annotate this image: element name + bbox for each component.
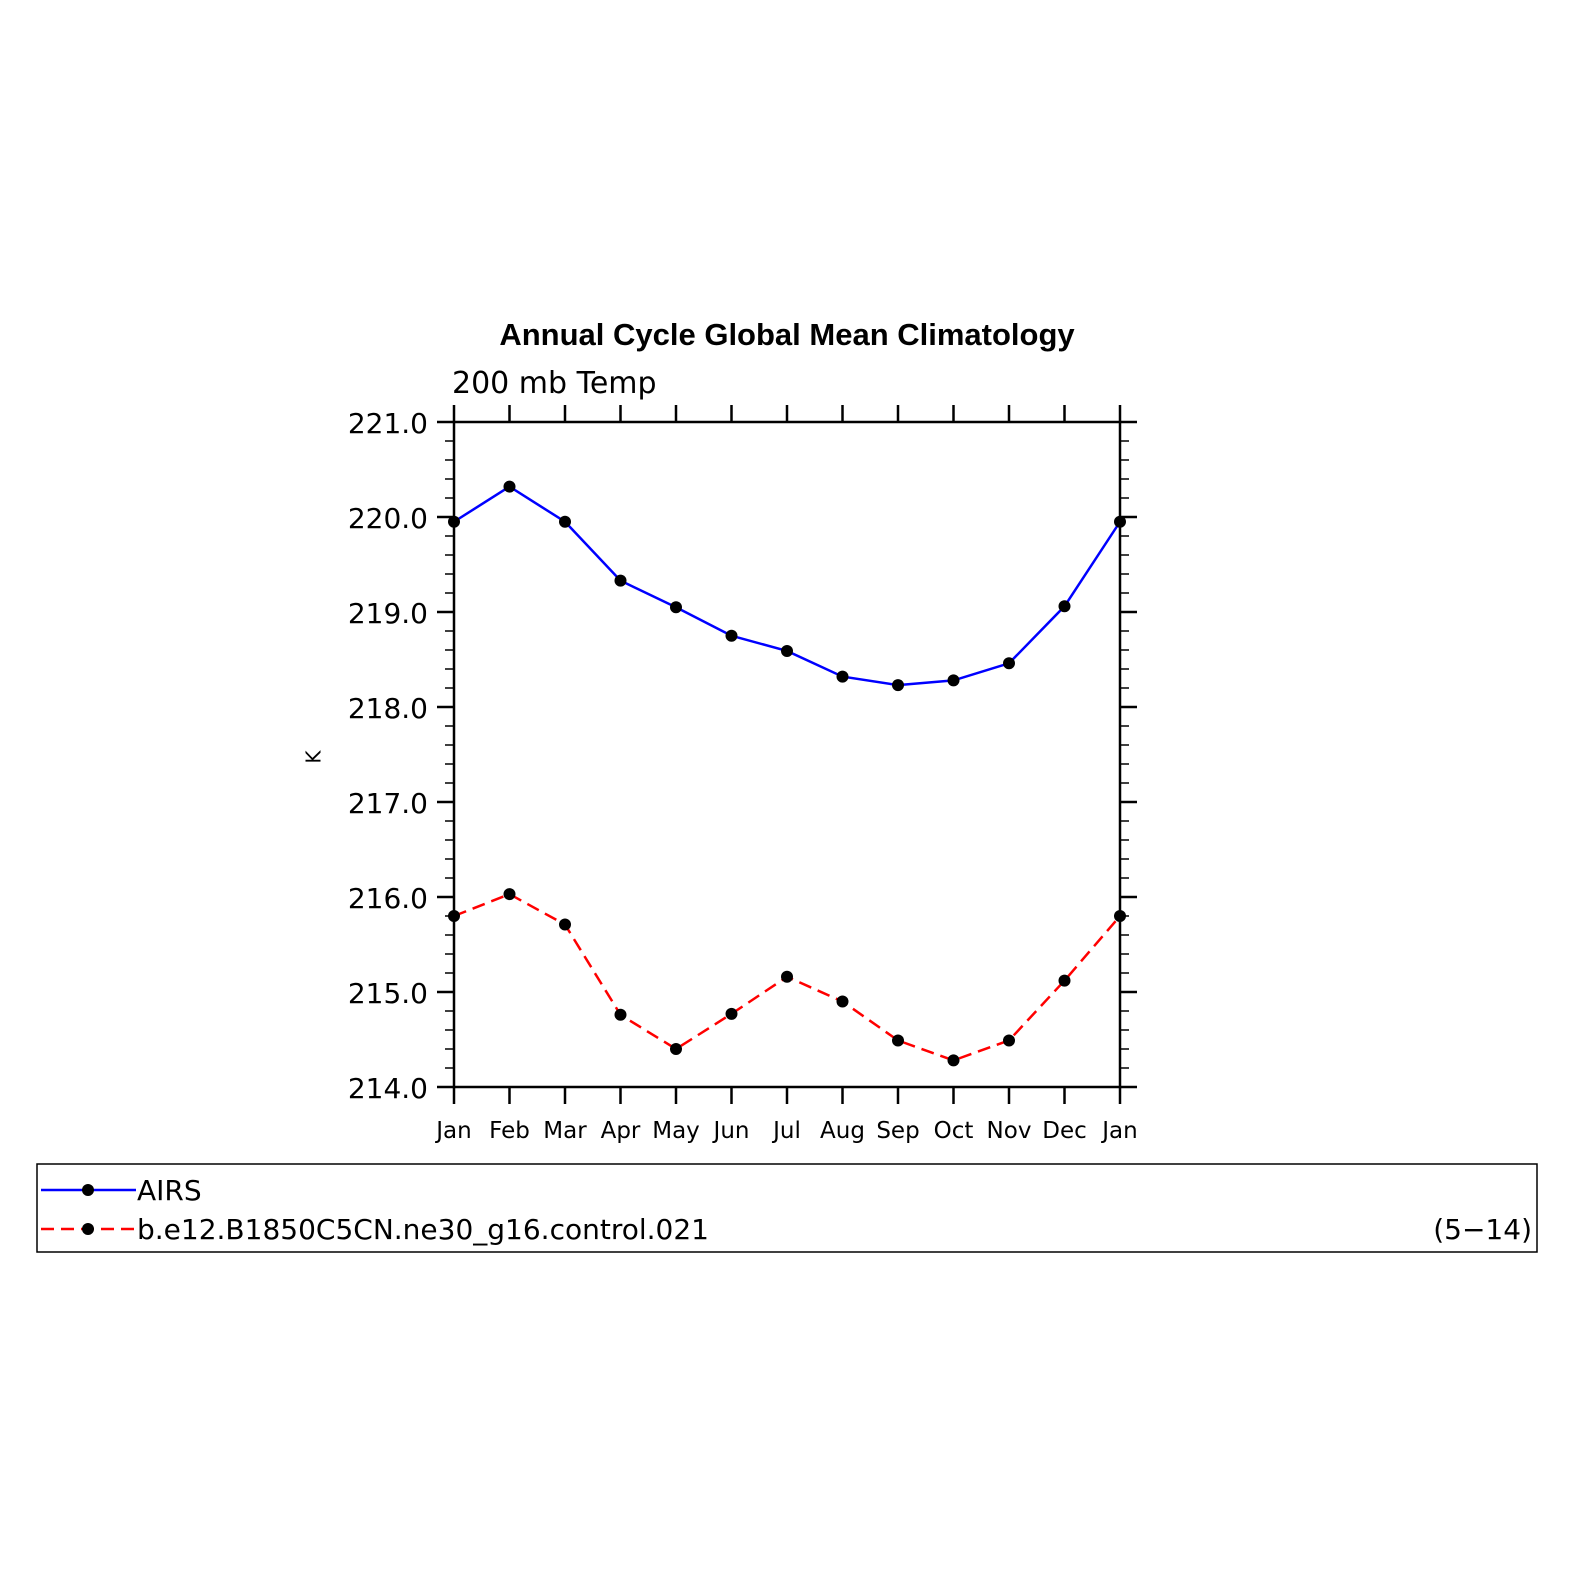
y-tick-label: 218.0 bbox=[348, 692, 428, 725]
data-point-series-0 bbox=[614, 574, 627, 587]
data-point-series-1 bbox=[1003, 1034, 1015, 1047]
x-tick-label: Jun bbox=[712, 1118, 750, 1144]
y-tick-label: 220.0 bbox=[348, 502, 428, 535]
y-axis-label: K bbox=[302, 750, 326, 764]
x-tick-label: Nov bbox=[987, 1118, 1032, 1144]
data-point-series-1 bbox=[503, 888, 516, 901]
data-point-series-1 bbox=[836, 995, 849, 1008]
x-tick-label: Jul bbox=[771, 1118, 801, 1144]
data-point-series-1 bbox=[947, 1054, 960, 1067]
y-tick-label: 219.0 bbox=[348, 597, 428, 630]
x-tick-label: May bbox=[652, 1118, 700, 1144]
chart-title: Annual Cycle Global Mean Climatology bbox=[499, 317, 1075, 352]
x-tick-label: Feb bbox=[489, 1118, 530, 1144]
data-point-series-1 bbox=[614, 1008, 627, 1021]
data-point-series-1 bbox=[781, 970, 793, 983]
data-point-series-0 bbox=[836, 670, 849, 683]
data-point-series-0 bbox=[503, 480, 516, 493]
legend-marker-model bbox=[82, 1223, 94, 1235]
data-point-series-1 bbox=[559, 918, 571, 931]
series-markers bbox=[448, 480, 1126, 1067]
x-tick-label: Apr bbox=[601, 1118, 641, 1144]
plot-frame bbox=[452, 420, 1122, 1089]
x-tick-label: Oct bbox=[934, 1118, 974, 1144]
legend-note: (5−14) bbox=[1433, 1213, 1532, 1246]
legend-label-model: b.e12.B1850C5CN.ne30_g16.control.021 bbox=[137, 1213, 709, 1246]
x-tick-label: Jan bbox=[434, 1118, 471, 1144]
data-point-series-0 bbox=[559, 515, 571, 528]
x-tick-label: Dec bbox=[1042, 1118, 1087, 1144]
legend-marker-airs bbox=[82, 1184, 94, 1196]
y-tick-label: 214.0 bbox=[348, 1072, 428, 1105]
data-point-series-1 bbox=[1058, 974, 1071, 987]
tick-labels: Jan Feb Mar Apr May Jun Jul Aug Sep Oct Nov Dec Jan2… bbox=[348, 407, 1138, 1144]
data-point-series-0 bbox=[725, 629, 738, 642]
data-point-series-0 bbox=[1058, 600, 1071, 613]
axis-ticks bbox=[437, 405, 1137, 1104]
data-point-series-0 bbox=[947, 674, 960, 687]
data-point-series-0 bbox=[1003, 657, 1015, 670]
data-point-series-0 bbox=[892, 679, 904, 692]
legend-label-airs: AIRS bbox=[137, 1174, 202, 1207]
data-point-series-1 bbox=[892, 1034, 904, 1047]
legend: AIRS b.e12.B1850C5CN.ne30_g16.control.02… bbox=[36, 1163, 1538, 1253]
y-tick-label: 216.0 bbox=[348, 882, 428, 915]
data-point-series-0 bbox=[670, 601, 682, 614]
x-tick-label: Sep bbox=[876, 1118, 919, 1144]
data-point-series-1 bbox=[670, 1043, 682, 1055]
y-tick-label: 217.0 bbox=[348, 787, 428, 820]
x-tick-label: Aug bbox=[820, 1118, 865, 1144]
y-tick-label: 215.0 bbox=[348, 977, 428, 1010]
y-tick-label: 221.0 bbox=[348, 407, 428, 440]
data-point-series-1 bbox=[725, 1007, 738, 1020]
data-point-series-0 bbox=[781, 644, 793, 657]
x-tick-label: Jan bbox=[1100, 1118, 1137, 1144]
x-tick-label: Mar bbox=[543, 1118, 587, 1144]
chart-subtitle: 200 mb Temp bbox=[452, 366, 657, 401]
legend-box bbox=[36, 1163, 1538, 1253]
